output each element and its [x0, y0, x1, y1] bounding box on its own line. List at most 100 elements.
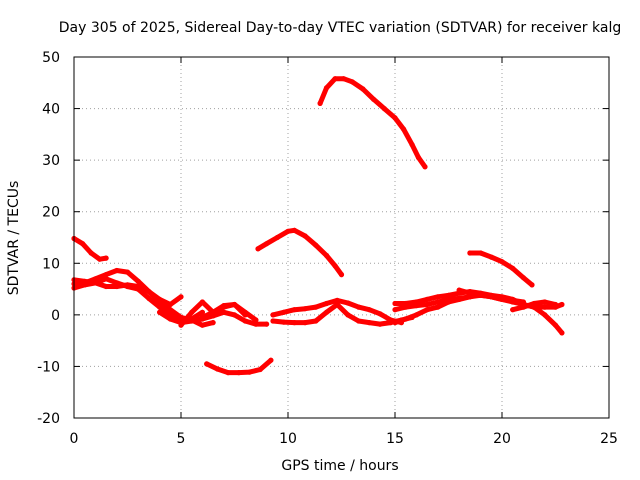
- y-tick-label: -20: [37, 411, 60, 427]
- data-point: [257, 366, 263, 373]
- data-point: [334, 297, 340, 303]
- data-point: [285, 228, 291, 234]
- series-layer: [71, 76, 565, 376]
- data-point: [529, 282, 535, 288]
- data-point: [291, 307, 297, 313]
- data-point: [323, 300, 330, 307]
- data-point: [178, 322, 184, 328]
- data-point: [302, 320, 308, 326]
- data-point: [422, 164, 428, 170]
- data-point: [323, 309, 330, 315]
- y-axis-label: SDTVAR / TECUs: [6, 181, 22, 296]
- data-point: [499, 296, 505, 302]
- data-point: [114, 283, 120, 290]
- x-tick-label: 0: [70, 431, 79, 447]
- data-point: [231, 301, 238, 308]
- data-point: [199, 314, 205, 320]
- data-point: [377, 311, 383, 317]
- data-point: [178, 294, 184, 300]
- data-point: [413, 303, 419, 309]
- data-point: [520, 304, 527, 310]
- data-point: [488, 254, 494, 260]
- data-point: [392, 300, 398, 307]
- data-point: [445, 292, 452, 298]
- data-point: [360, 86, 366, 92]
- data-point: [415, 155, 422, 161]
- series-arc-mid: [255, 227, 344, 278]
- data-point: [478, 292, 484, 298]
- data-point: [424, 307, 430, 313]
- data-point: [349, 79, 355, 85]
- data-point: [135, 283, 141, 290]
- data-point: [371, 96, 377, 102]
- data-point: [456, 296, 462, 302]
- y-tick-label: 50: [42, 50, 60, 66]
- data-point: [392, 320, 398, 326]
- data-point: [520, 275, 527, 281]
- data-point: [478, 250, 484, 256]
- data-point: [204, 361, 210, 367]
- data-point: [157, 309, 163, 315]
- x-tick-label: 15: [386, 431, 404, 447]
- data-point: [381, 106, 387, 112]
- data-point: [323, 85, 330, 91]
- data-point: [366, 307, 372, 313]
- data-point: [189, 318, 195, 324]
- data-point: [510, 299, 516, 305]
- data-point: [456, 287, 462, 293]
- data-point: [82, 278, 88, 284]
- data-point: [274, 234, 280, 241]
- data-point: [510, 307, 516, 313]
- data-point: [253, 317, 259, 323]
- x-axis-label: GPS time / hours: [281, 458, 398, 474]
- data-point: [103, 276, 109, 282]
- plot-frame: [73, 56, 610, 419]
- data-point: [242, 318, 248, 324]
- data-point: [88, 250, 94, 256]
- data-point: [467, 290, 473, 296]
- data-point: [345, 312, 351, 318]
- data-point: [97, 256, 103, 262]
- series-arc-start: [71, 236, 109, 262]
- data-point: [264, 241, 270, 247]
- y-tick-label: 0: [51, 308, 60, 324]
- data-point: [114, 267, 120, 274]
- data-point: [445, 299, 452, 305]
- data-point: [157, 304, 163, 310]
- y-tick-label: -10: [37, 359, 60, 375]
- data-point: [103, 283, 109, 290]
- data-point: [103, 272, 109, 278]
- tick-label-layer: 0 5 10 15 20 25 -20 -10 0 10 20 30 40 50: [37, 50, 618, 447]
- data-point: [403, 316, 409, 322]
- data-point: [146, 295, 152, 301]
- data-point: [231, 312, 238, 318]
- data-point: [332, 76, 338, 82]
- data-point: [302, 233, 308, 239]
- data-point: [488, 294, 494, 300]
- x-tick-label: 25: [600, 431, 618, 447]
- data-point: [255, 246, 261, 252]
- data-point: [313, 318, 319, 324]
- data-point: [236, 370, 242, 376]
- data-point: [435, 299, 441, 305]
- data-point: [270, 318, 276, 324]
- y-tick-label: 10: [42, 256, 60, 272]
- data-point: [246, 369, 253, 375]
- data-point: [268, 357, 274, 363]
- data-point: [559, 330, 565, 336]
- chart-title: Day 305 of 2025, Sidereal Day-to-day VTE…: [59, 20, 621, 36]
- data-point: [542, 312, 548, 318]
- data-point: [167, 316, 173, 322]
- tick-layer: [73, 56, 610, 419]
- data-point: [392, 115, 398, 121]
- data-point: [225, 370, 231, 376]
- data-point: [552, 322, 559, 328]
- data-point: [167, 301, 173, 308]
- data-point: [403, 304, 409, 310]
- data-point: [221, 303, 227, 309]
- data-point: [291, 320, 297, 326]
- data-point: [124, 269, 131, 275]
- data-point: [435, 294, 441, 300]
